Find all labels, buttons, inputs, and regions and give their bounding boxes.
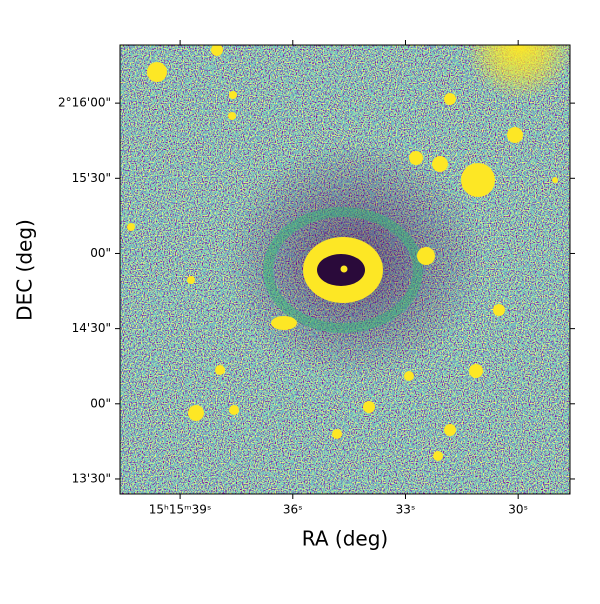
y-tick-label: 2°16'00" bbox=[58, 96, 111, 110]
y-axis-label: DEC (deg) bbox=[13, 219, 37, 321]
x-tick-label: 30ˢ bbox=[508, 503, 528, 517]
y-tick-label: 15'30" bbox=[72, 171, 111, 185]
x-tick-label: 33ˢ bbox=[396, 503, 416, 517]
y-tick-label: 00" bbox=[90, 396, 111, 410]
x-axis-label: RA (deg) bbox=[302, 527, 388, 551]
x-tick-label: 15ʰ15ᵐ39ˢ bbox=[149, 503, 212, 517]
y-tick-label: 14'30" bbox=[72, 321, 111, 335]
y-tick-label: 00" bbox=[90, 246, 111, 260]
sky-image bbox=[120, 45, 570, 494]
plot-frame bbox=[119, 44, 571, 495]
x-tick-label: 36ˢ bbox=[283, 503, 303, 517]
y-tick-label: 13'30" bbox=[72, 471, 111, 485]
